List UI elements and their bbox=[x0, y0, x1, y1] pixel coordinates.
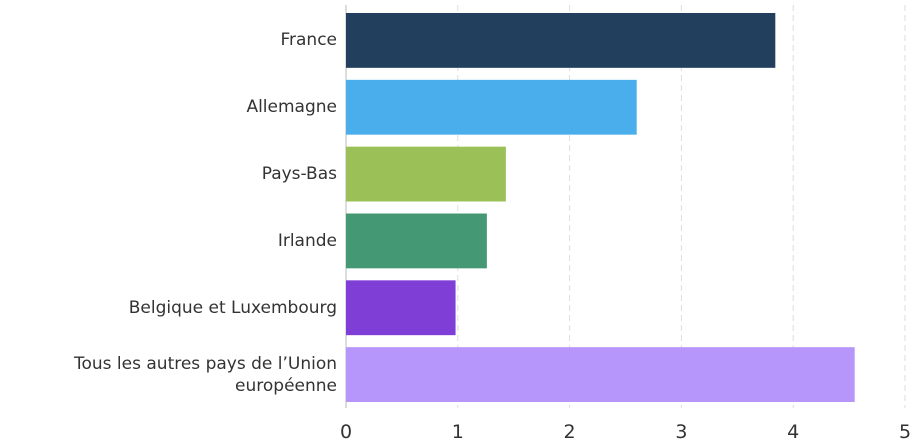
x-tick-label: 3 bbox=[675, 421, 687, 442]
y-tick-label: Belgique et Luxembourg bbox=[128, 297, 337, 318]
x-tick-label: 5 bbox=[899, 421, 911, 442]
bar bbox=[346, 213, 487, 269]
bar bbox=[346, 146, 506, 202]
bar bbox=[346, 347, 855, 402]
y-tick-label: Tous les autres pays de l’Union européen… bbox=[74, 353, 337, 396]
x-tick-label: 0 bbox=[340, 421, 352, 442]
bar bbox=[346, 13, 776, 68]
bar bbox=[346, 280, 456, 336]
x-tick-label: 2 bbox=[564, 421, 576, 442]
y-tick-label: France bbox=[280, 30, 337, 51]
x-tick-label: 1 bbox=[452, 421, 464, 442]
y-tick-label: Irlande bbox=[277, 230, 337, 251]
y-tick-label: Pays-Bas bbox=[261, 164, 337, 185]
y-tick-label: Allemagne bbox=[246, 97, 337, 118]
x-tick-label: 4 bbox=[787, 421, 799, 442]
bar bbox=[346, 79, 637, 135]
